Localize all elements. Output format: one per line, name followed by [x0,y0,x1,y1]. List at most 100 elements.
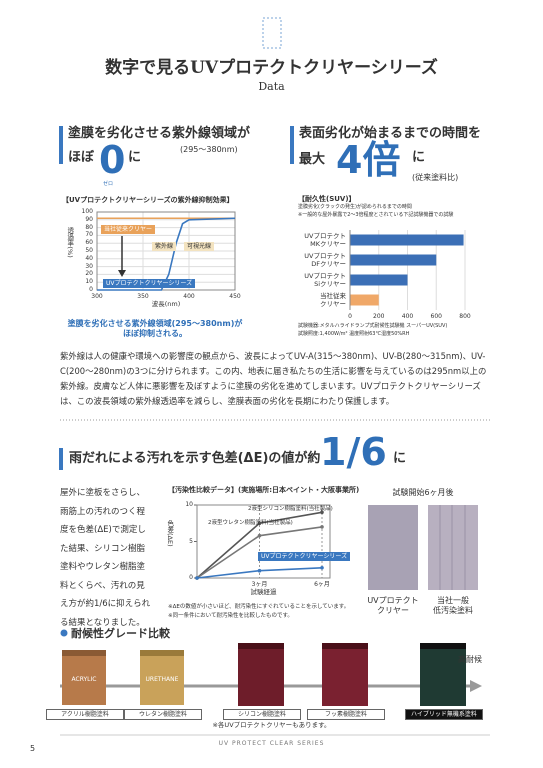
plot-frame [196,504,331,579]
heading: 塗膜を劣化させる紫外線領域が [68,126,251,141]
title: 数字で見るUVプロテクトクリヤーシリーズ [105,58,438,78]
grade-arrow-head [470,680,482,692]
y-tick-label: 70 [85,231,93,239]
heading: 耐候性グレード比較 [71,627,170,640]
page-number: 5 [30,744,36,753]
x-tick-label: 200 [373,313,385,320]
grade-label: ハイブリッド無機系塗料 [405,709,483,721]
heading-bar [59,126,63,164]
bar [350,294,379,306]
chart-note: 塗膜劣化(クラックの発生)が認められるまでの時間 [298,204,412,210]
range: (295〜380nm) [180,145,238,154]
chart-title: 【耐久性(SUV)】 [298,195,356,203]
high-label: 高耐候 [458,655,482,664]
photo-label: UVプロテクト クリヤー [367,596,419,615]
y-axis-label: 透過率(%) [65,227,74,258]
photo [368,505,418,590]
photo-title: 試験開始6ヶ月後 [392,488,454,497]
y-tick-label: 100 [81,208,93,215]
top-mark [262,17,282,49]
heading: 表面劣化が始まるまでの時間を [299,126,482,141]
photo-streaks [439,505,466,590]
y-tick-label: 20 [85,270,93,278]
bar [350,274,408,286]
x-tick-label: 400 [183,293,195,300]
grade-label: ウレタン樹脂塗料 [124,709,202,721]
subtitle: Data [258,80,285,93]
grade-label: アクリル樹脂塗料 [46,709,124,721]
series-label: UVプロテクトクリヤーシリーズ [103,279,196,289]
y-tick-label: 60 [85,239,93,247]
figure: 0 [99,138,126,182]
heading-bar [59,448,63,470]
heading-bar [290,126,294,164]
series-line [196,511,323,579]
y-tick-label: 80 [85,223,93,231]
chart-footnote: 試験照度:1,400W/m² 温度照射63℃湿度50%RH [298,331,410,337]
body-text: 紫外線は人の健康や環境への影響度の観点から、波長によってUV-A(315〜380… [60,351,487,406]
series-line [196,526,323,579]
bullet [60,629,68,637]
heading: 最大 [299,152,326,167]
note: (従来塗料比) [412,173,459,182]
plot-frame [96,211,236,291]
x-tick-label: 6ヶ月 [314,581,330,588]
series-label: 2液型ウレタン樹脂塗料(当社製品) [208,520,293,526]
heading: に [412,150,426,165]
heading: 雨だれによる汚れを示す色差(ΔE)の値が約 [69,451,321,466]
chart-note: ※一般的な屋外暴露で2〜3倍程度とされている下記試験機器での試験 [298,212,454,218]
stain-text: 屋外に塗板をさらし、雨筋上の汚れのつく程度を色差(ΔE)で測定した結果、シリコン… [60,488,151,628]
figure: 4倍 [336,138,401,182]
series-line [97,217,236,291]
y-tick-label: 10 [85,278,93,286]
series-line [196,566,323,579]
y-tick-label: 30 [85,262,93,270]
photo-label: 当社一般 低汚染塗料 [433,596,473,615]
series-label: UVプロテクトクリヤーシリーズ [258,552,351,562]
x-axis-label: 波長(nm) [151,300,181,308]
footer-series: UV PROTECT CLEAR SERIES [218,740,325,747]
chart-footnote: 試験機器:メタルハライドランプ式耐候性試験機 スーパーUV(SUV) [298,323,448,329]
x-axis-label: 試験経過 [250,588,277,596]
annotation: 紫外線 [152,242,177,252]
figure: 1/6 [320,430,387,474]
ruby: ゼロ [103,181,114,187]
grade-label: フッ素樹脂塗料 [307,709,385,721]
y-tick-label: 0 [89,286,93,293]
x-tick-label: 300 [91,293,103,300]
annotation: 可視光線 [184,242,215,252]
category-label: UVプロテクト MKクリヤー [304,232,346,248]
grade-note: ※各UVプロテクトクリヤーもあります。 [212,721,331,729]
bar [350,234,464,246]
chart-title: 【UVプロテクトクリヤーシリーズの紫外線抑制効果】 [62,196,234,204]
chart-title: 【汚染性比較データ】(実施場所:日本ペイント・大阪事業所) [168,486,360,494]
y-tick-label: 10 [185,501,193,508]
x-tick-label: 400 [401,313,414,320]
category-label: UVプロテクト Siクリヤー [304,272,346,288]
arrow-head [118,270,126,277]
x-tick-label: 3ヶ月 [251,581,268,588]
x-tick-label: 450 [229,293,241,300]
series-label: 2液型シリコン樹脂塗料(当社製品) [248,506,333,512]
y-tick-label: 90 [85,215,93,223]
caption: 塗膜を劣化させる紫外線領域(295〜380nm)が ほぼ抑制される。 [67,319,243,338]
category-label: UVプロテクト DFクリヤー [304,252,346,268]
grade-label: シリコン樹脂塗料 [223,709,301,721]
chart-note: ※ΔEの数値が小さいほど、耐汚染性にすぐれていることを示しています。 [168,604,350,610]
heading: に [393,451,407,466]
y-tick-label: 5 [189,537,193,545]
heading: に [128,150,142,165]
series-label: 当社従来クリヤー [101,225,156,235]
y-tick-label: 50 [85,247,93,254]
photo [428,505,478,590]
x-tick-label: 350 [137,293,149,300]
bar [350,254,437,266]
x-tick-label: 600 [430,313,442,320]
can-label: ACRYLIC [71,676,97,683]
x-tick-label: 800 [459,313,471,320]
heading: ほぼ [68,150,95,165]
category-label: 当社従来 クリヤー [320,292,346,308]
